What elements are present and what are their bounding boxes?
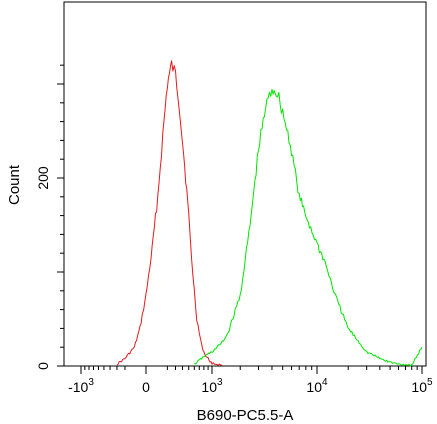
histogram-series-line <box>116 60 223 366</box>
x-axis-title: B690-PC5.5-A <box>197 407 294 424</box>
y-axis-title: Count <box>6 164 23 205</box>
y-axis: 0 200 <box>35 64 64 370</box>
plot-border <box>63 1 427 367</box>
x-tick-label: -103 <box>68 377 94 395</box>
series-layer <box>116 60 423 367</box>
x-tick-label: 105 <box>411 377 433 395</box>
x-tick-label: 0 <box>142 379 150 395</box>
plot-frame <box>63 1 427 367</box>
x-tick-label: 103 <box>201 377 223 395</box>
x-axis: -103 0 103 104 105 <box>68 366 433 395</box>
y-tick-label: 200 <box>35 166 51 190</box>
y-tick-label: 0 <box>35 362 51 370</box>
x-tick-label: 104 <box>306 377 328 395</box>
histogram-series-line <box>194 88 423 367</box>
